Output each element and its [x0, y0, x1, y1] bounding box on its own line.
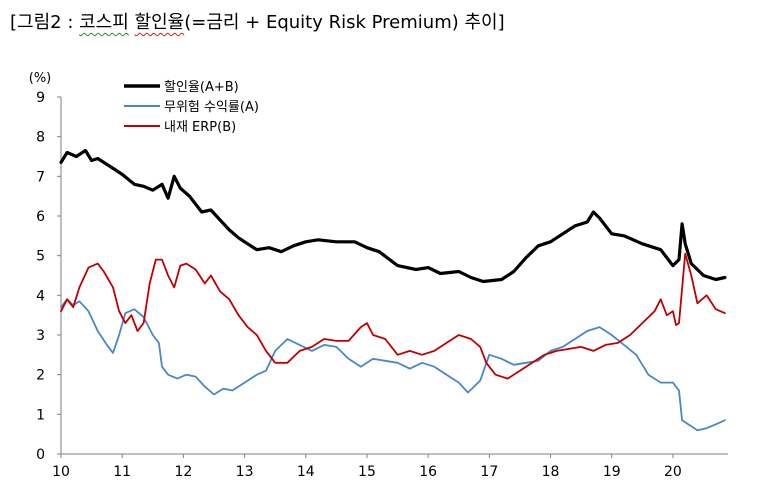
- legend-label-1: 무위험 수익률(A): [164, 100, 259, 115]
- x-tick-label: 18: [542, 464, 560, 480]
- y-tick-label: 2: [36, 368, 45, 384]
- y-tick-label: 3: [36, 328, 45, 344]
- legend-label-2: 내재 ERP(B): [164, 120, 236, 135]
- y-tick-label: 6: [36, 209, 45, 225]
- y-tick-label: 4: [36, 288, 45, 304]
- y-unit-label: (%): [29, 71, 52, 86]
- title-suffix: (=금리 + Equity Risk Premium) 추이]: [184, 12, 505, 33]
- x-tick-label: 20: [664, 464, 682, 480]
- chart-title: [그림2 : 코스피 할인율(=금리 + Equity Risk Premium…: [10, 8, 505, 34]
- x-tick-label: 15: [358, 464, 376, 480]
- x-tick-label: 12: [174, 464, 192, 480]
- y-tick-label: 5: [36, 249, 45, 265]
- x-tick-label: 17: [480, 464, 498, 480]
- y-tick-label: 0: [36, 447, 45, 463]
- y-tick-label: 1: [36, 407, 45, 423]
- y-tick-label: 9: [36, 90, 45, 106]
- title-underlined-b: 할인율: [134, 12, 185, 33]
- y-tick-label: 7: [36, 169, 45, 185]
- x-tick-label: 19: [603, 464, 621, 480]
- x-tick-label: 11: [113, 464, 131, 480]
- series-line-2: [60, 252, 726, 380]
- y-tick-label: 8: [36, 130, 45, 146]
- legend-label-0: 할인율(A+B): [164, 80, 239, 95]
- x-tick-label: 13: [236, 464, 254, 480]
- title-underlined-a: 코스피: [79, 12, 129, 33]
- series-line-1: [60, 298, 726, 432]
- x-tick-label: 16: [419, 464, 437, 480]
- x-tick-label: 14: [297, 464, 315, 480]
- title-prefix: [그림2 :: [10, 12, 80, 33]
- x-tick-label: 10: [52, 464, 70, 480]
- series-line-0: [59, 148, 727, 284]
